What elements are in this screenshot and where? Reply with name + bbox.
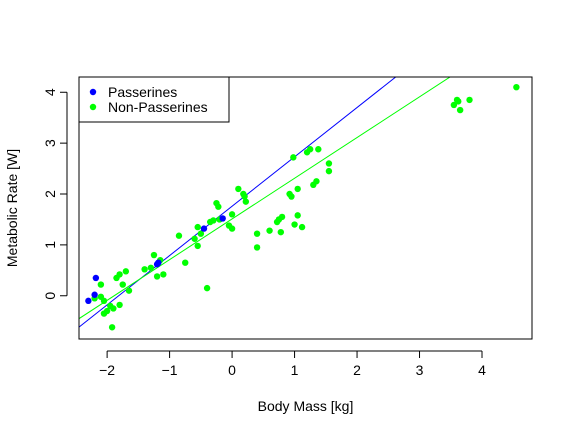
x-axis-title: Body Mass [kg] xyxy=(258,398,354,414)
data-point xyxy=(160,271,167,278)
legend-marker-passerines xyxy=(89,88,97,96)
y-tick-label: 1 xyxy=(42,241,58,249)
fit-lines xyxy=(79,77,451,328)
y-axis-title: Metabolic Rate [W] xyxy=(4,149,20,267)
data-point xyxy=(210,217,217,224)
data-point xyxy=(219,215,226,222)
x-tick-label: 4 xyxy=(478,362,486,378)
data-point xyxy=(228,211,236,218)
data-point xyxy=(466,96,473,104)
x-tick-label: 1 xyxy=(291,362,299,378)
data-point xyxy=(235,185,242,193)
x-tick-label: 0 xyxy=(228,362,236,378)
legend-label-non-passerines: Non-Passerines xyxy=(108,99,208,115)
data-point xyxy=(97,293,105,300)
plot-frame xyxy=(78,76,533,340)
legend-label-passerines: Passerines xyxy=(108,84,177,100)
data-point xyxy=(253,230,261,237)
y-tick-label: 0 xyxy=(42,292,58,300)
data-point xyxy=(147,264,155,271)
data-point xyxy=(298,223,306,231)
data-point xyxy=(182,259,189,266)
plot-content xyxy=(79,77,520,331)
data-point xyxy=(150,251,158,259)
data-point xyxy=(277,228,285,236)
data-point xyxy=(153,273,161,280)
data-point xyxy=(513,83,520,91)
data-point xyxy=(228,225,236,232)
data-point xyxy=(141,266,148,273)
y-tick-label: 4 xyxy=(42,88,58,96)
data-point xyxy=(85,297,92,305)
data-point xyxy=(194,223,201,231)
data-point xyxy=(122,268,130,275)
legend-marker-non-passerines xyxy=(89,103,97,111)
data-point xyxy=(200,225,208,232)
data-point xyxy=(191,235,198,242)
data-point xyxy=(197,230,205,237)
data-point xyxy=(92,274,100,282)
legend-box xyxy=(78,76,230,123)
x-tick-label: 2 xyxy=(353,362,361,378)
data-point xyxy=(116,271,123,278)
data-point xyxy=(278,213,286,221)
data-point xyxy=(306,146,314,153)
x-tick-label: −2 xyxy=(99,362,115,378)
data-point xyxy=(294,185,301,193)
fit-line-passerines xyxy=(79,77,397,328)
data-point xyxy=(155,259,162,266)
series-passerines xyxy=(85,215,226,305)
data-point xyxy=(315,146,322,153)
data-point xyxy=(241,193,248,200)
data-point xyxy=(253,244,261,251)
data-point xyxy=(103,307,111,315)
x-tick-label: −1 xyxy=(162,362,178,378)
y-axis: 0 1 2 3 4 xyxy=(42,88,68,300)
data-point xyxy=(175,232,183,239)
data-point xyxy=(291,221,298,228)
legend: Passerines Non-Passerines xyxy=(78,76,230,123)
y-tick-label: 2 xyxy=(42,190,58,198)
data-point xyxy=(325,160,333,167)
data-point xyxy=(290,154,297,161)
series-non-passerines xyxy=(91,83,520,331)
data-point xyxy=(125,287,133,294)
data-point xyxy=(266,227,273,234)
x-axis: −2 −1 0 1 2 3 4 xyxy=(99,350,486,378)
data-point xyxy=(450,101,458,109)
x-tick-label: 3 xyxy=(416,362,424,378)
data-point xyxy=(313,178,320,185)
data-point xyxy=(203,284,211,292)
data-point xyxy=(110,305,117,312)
data-point xyxy=(97,281,105,288)
data-point xyxy=(91,291,98,298)
fit-line-non-passerines xyxy=(79,77,451,320)
data-point xyxy=(108,324,116,331)
data-point xyxy=(215,203,222,210)
data-point xyxy=(116,301,123,309)
data-point xyxy=(456,106,464,114)
data-point xyxy=(194,242,201,250)
data-point xyxy=(288,193,295,200)
data-point xyxy=(242,198,250,205)
data-point xyxy=(455,98,462,105)
data-point xyxy=(119,281,126,288)
data-point xyxy=(325,167,333,175)
data-point xyxy=(294,212,301,219)
y-tick-label: 3 xyxy=(42,139,58,147)
